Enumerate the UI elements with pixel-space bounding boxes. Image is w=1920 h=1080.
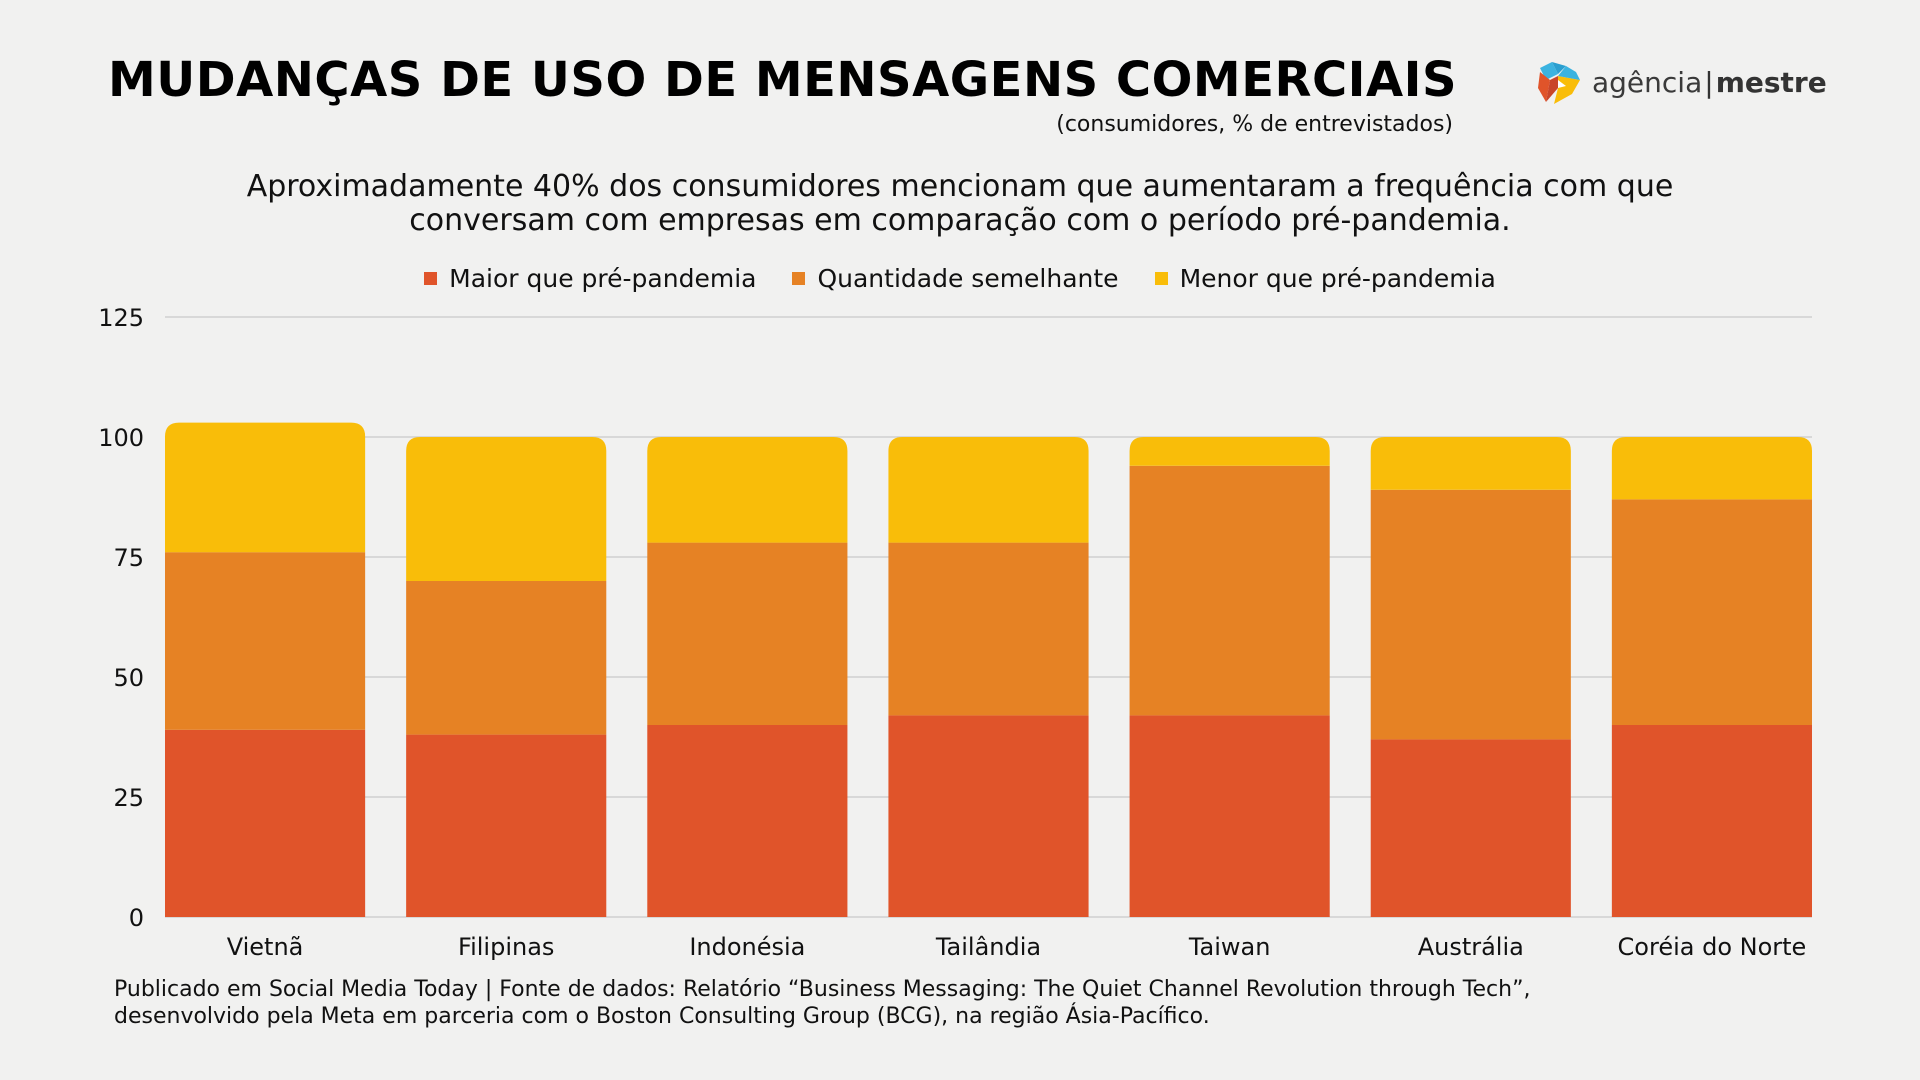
chart-legend: Maior que pré-pandemia Quantidade semelh… [0, 264, 1920, 293]
bar-segment-semelhante [406, 581, 607, 735]
y-tick-label: 100 [98, 424, 144, 452]
legend-item-semelhante: Quantidade semelhante [792, 264, 1119, 293]
bar-segment-semelhante [1370, 489, 1571, 740]
legend-item-maior: Maior que pré-pandemia [424, 264, 756, 293]
x-tick-label: Filipinas [458, 933, 554, 961]
legend-swatch-maior [424, 272, 438, 285]
bar-segment-semelhante [1129, 465, 1330, 716]
headline-line-1: Aproximadamente 40% dos consumidores men… [246, 169, 1674, 204]
y-tick-label: 75 [113, 544, 144, 572]
y-tick-label: 25 [113, 784, 144, 812]
bar-segment-maior [647, 725, 848, 917]
logo-separator: | [1704, 65, 1714, 99]
logo-text-light: agência [1592, 65, 1703, 99]
y-tick-label: 125 [98, 304, 144, 332]
bar-segment-semelhante [647, 542, 848, 725]
footer-line-2: desenvolvido pela Meta em parceria com o… [114, 1004, 1210, 1029]
x-tick-label: Austrália [1418, 933, 1524, 961]
chart-title: MUDANÇAS DE USO DE MENSAGENS COMERCIAIS [108, 52, 1458, 108]
legend-label-semelhante: Quantidade semelhante [817, 264, 1119, 293]
x-tick-label: Indonésia [689, 933, 805, 961]
bar-segment-menor [888, 437, 1089, 543]
bar-segment-maior [1611, 725, 1812, 917]
legend-item-menor: Menor que pré-pandemia [1154, 264, 1496, 293]
x-tick-label: Taiwan [1188, 933, 1271, 961]
legend-label-menor: Menor que pré-pandemia [1179, 264, 1496, 293]
bar-segment-maior [406, 734, 607, 917]
bar-segment-menor [1611, 437, 1812, 500]
brand-logo: agência|mestre [1536, 58, 1827, 106]
bar-segment-menor [165, 422, 366, 553]
bar-segment-menor [647, 437, 848, 543]
legend-label-maior: Maior que pré-pandemia [449, 264, 757, 293]
chart-subtitle: (consumidores, % de entrevistados) [1056, 112, 1453, 137]
bar-segment-menor [1370, 437, 1571, 490]
legend-swatch-semelhante [792, 272, 806, 285]
bar-segment-menor [406, 437, 607, 581]
logo-wordmark: agência|mestre [1592, 66, 1827, 99]
bar-segment-semelhante [888, 542, 1089, 716]
x-tick-label: Tailândia [935, 933, 1041, 961]
agencia-mestre-logo-icon [1538, 62, 1580, 104]
logo-text-bold: mestre [1715, 65, 1827, 99]
bar-segment-maior [1129, 715, 1330, 917]
x-tick-label: Vietnã [227, 933, 304, 961]
bar-segment-menor [1129, 437, 1330, 466]
y-tick-label: 0 [129, 904, 144, 932]
chart-headline: Aproximadamente 40% dos consumidores men… [0, 170, 1920, 238]
footer-line-1: Publicado em Social Media Today | Fonte … [114, 977, 1531, 1002]
headline-line-2: conversam com empresas em comparação com… [409, 203, 1511, 238]
bar-segment-semelhante [165, 552, 366, 730]
bar-segment-maior [1370, 739, 1571, 917]
bar-segment-semelhante [1611, 499, 1812, 725]
legend-swatch-menor [1154, 272, 1168, 285]
bar-segment-maior [165, 729, 366, 917]
bar-segment-maior [888, 715, 1089, 917]
y-tick-label: 50 [113, 664, 144, 692]
chart-footer-source: Publicado em Social Media Today | Fonte … [114, 976, 1530, 1030]
x-tick-label: Coréia do Norte [1618, 933, 1807, 961]
